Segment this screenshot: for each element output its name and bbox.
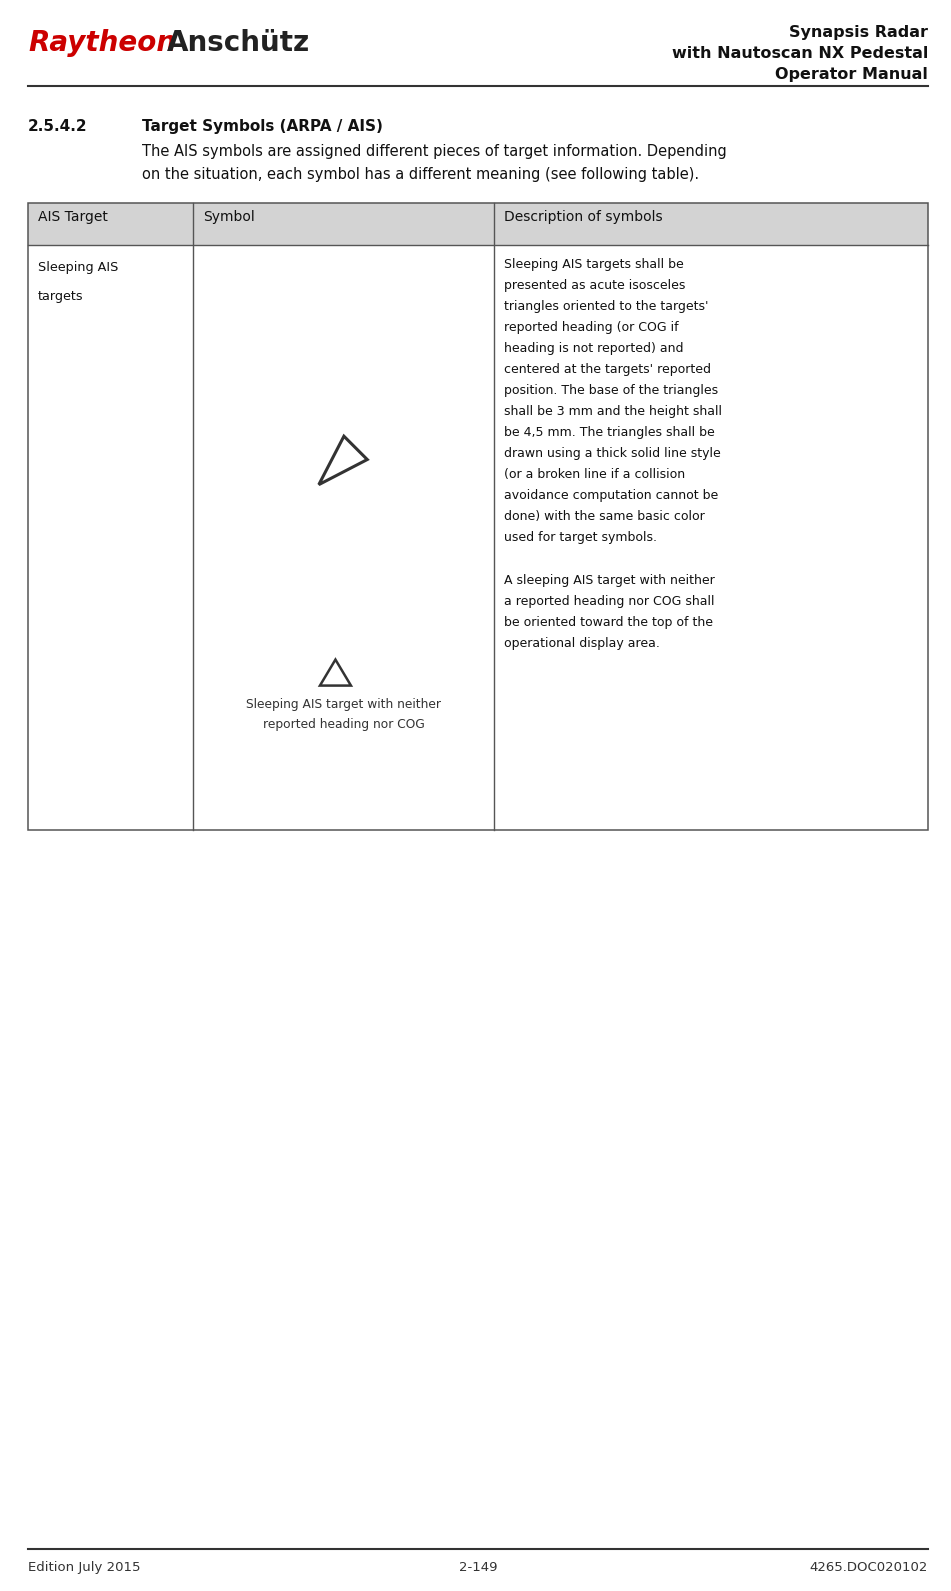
Text: Target Symbols (ARPA / AIS): Target Symbols (ARPA / AIS) <box>142 119 383 134</box>
Text: Operator Manual: Operator Manual <box>775 67 928 83</box>
Text: avoidance computation cannot be: avoidance computation cannot be <box>504 488 718 503</box>
Text: 2.5.4.2: 2.5.4.2 <box>28 119 87 134</box>
Text: 4265.DOC020102: 4265.DOC020102 <box>809 1561 928 1573</box>
Text: triangles oriented to the targets': triangles oriented to the targets' <box>504 301 708 313</box>
Text: be oriented toward the top of the: be oriented toward the top of the <box>504 616 713 628</box>
Text: shall be 3 mm and the height shall: shall be 3 mm and the height shall <box>504 406 722 418</box>
Text: a reported heading nor COG shall: a reported heading nor COG shall <box>504 595 715 608</box>
Text: centered at the targets' reported: centered at the targets' reported <box>504 363 711 375</box>
Text: Sleeping AIS: Sleeping AIS <box>38 261 118 274</box>
Text: heading is not reported) and: heading is not reported) and <box>504 342 684 355</box>
Text: position. The base of the triangles: position. The base of the triangles <box>504 383 718 398</box>
Text: Edition July 2015: Edition July 2015 <box>28 1561 141 1573</box>
Text: (or a broken line if a collision: (or a broken line if a collision <box>504 468 686 480</box>
Text: with Nautoscan NX Pedestal: with Nautoscan NX Pedestal <box>671 46 928 60</box>
Text: operational display area.: operational display area. <box>504 636 660 651</box>
Text: Synapsis Radar: Synapsis Radar <box>789 25 928 40</box>
Text: Raytheon: Raytheon <box>28 29 176 57</box>
Text: Description of symbols: Description of symbols <box>504 210 663 224</box>
Text: done) with the same basic color: done) with the same basic color <box>504 511 705 523</box>
Text: AIS Target: AIS Target <box>38 210 107 224</box>
Text: drawn using a thick solid line style: drawn using a thick solid line style <box>504 447 721 460</box>
Text: reported heading (or COG if: reported heading (or COG if <box>504 321 679 334</box>
Text: 2-149: 2-149 <box>458 1561 497 1573</box>
Text: Sleeping AIS target with neither: Sleeping AIS target with neither <box>246 697 441 711</box>
Text: on the situation, each symbol has a different meaning (see following table).: on the situation, each symbol has a diff… <box>142 167 699 181</box>
Text: A sleeping AIS target with neither: A sleeping AIS target with neither <box>504 574 715 587</box>
Text: Anschütz: Anschütz <box>167 29 310 57</box>
Text: be 4,5 mm. The triangles shall be: be 4,5 mm. The triangles shall be <box>504 426 715 439</box>
Text: reported heading nor COG: reported heading nor COG <box>262 718 424 730</box>
Text: presented as acute isosceles: presented as acute isosceles <box>504 278 686 293</box>
Bar <box>28 204 928 245</box>
Text: The AIS symbols are assigned different pieces of target information. Depending: The AIS symbols are assigned different p… <box>142 145 727 159</box>
Text: targets: targets <box>38 290 84 304</box>
Text: Sleeping AIS targets shall be: Sleeping AIS targets shall be <box>504 258 684 270</box>
Text: Symbol: Symbol <box>203 210 255 224</box>
Text: used for target symbols.: used for target symbols. <box>504 531 657 544</box>
Bar <box>28 204 928 831</box>
